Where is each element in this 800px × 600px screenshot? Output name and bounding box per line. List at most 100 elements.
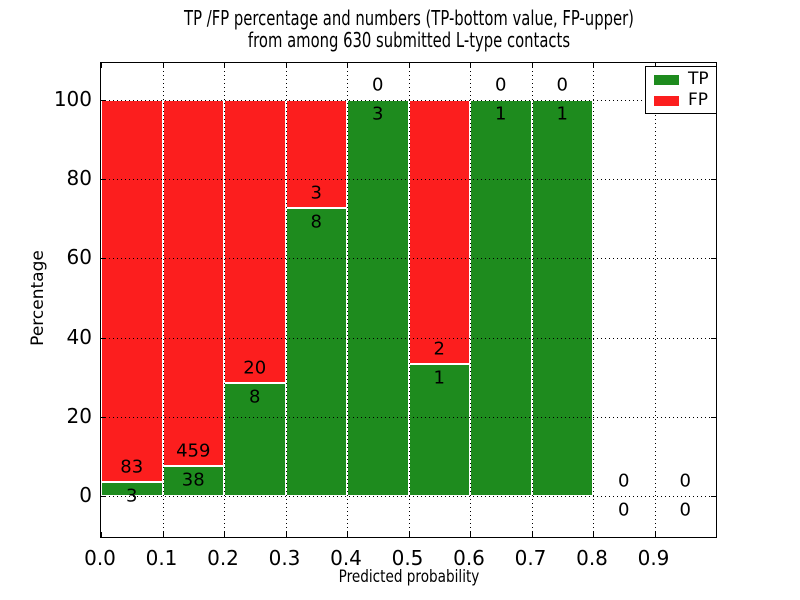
x-gridline-0.9	[654, 63, 656, 537]
legend-entry-fp: FP	[646, 92, 716, 109]
chart-title-line2: from among 630 submitted L-type contacts	[247, 28, 571, 52]
x-gridline-0.4	[347, 63, 348, 537]
y-tick-right-40	[711, 337, 716, 339]
x-tick-bottom-0.6	[470, 532, 471, 537]
legend-entry-tp: TP	[646, 71, 716, 88]
fp-count-label-0.7: 0	[556, 74, 568, 96]
x-tick-bottom-0.2	[224, 532, 225, 537]
x-axis-label: Predicted probability	[338, 567, 480, 587]
y-tick-label-100: 100	[53, 86, 92, 111]
x-tick-top-0.9	[654, 63, 656, 68]
x-tick-top-0.3	[285, 63, 287, 68]
tp-count-label-0.7: 1	[556, 103, 568, 125]
fp-count-label-0.8: 0	[618, 470, 630, 492]
x-tick-bottom-0.3	[285, 532, 287, 537]
y-tick-left-80	[101, 179, 106, 181]
x-tick-label-0.0: 0.0	[84, 546, 116, 570]
legend: TP FP	[645, 66, 717, 114]
tp-count-label-0.1: 38	[181, 469, 205, 491]
x-gridline-0.5	[408, 63, 410, 537]
x-tick-label-0.6: 0.6	[453, 546, 485, 570]
bar-segment-fp-0.5	[408, 99, 470, 365]
y-tick-left-60	[101, 258, 106, 260]
bar-segment-tp-0.2	[224, 382, 286, 497]
x-gridline-0.3	[285, 63, 287, 537]
bar-segment-tp-0.0	[101, 482, 163, 497]
chart-title-line1: TP /FP percentage and numbers (TP-bottom…	[184, 6, 634, 30]
y-tick-label-80: 80	[66, 166, 92, 191]
x-tick-top-0.7	[531, 63, 533, 68]
bar-segment-tp-0.3	[285, 207, 347, 497]
tp-count-label-0.6: 1	[495, 103, 507, 125]
tp-count-label-0.4: 3	[372, 103, 384, 125]
y-tick-label-20: 20	[66, 403, 92, 428]
x-gridline-0.6	[470, 63, 471, 537]
fp-count-label-0.1: 459	[176, 440, 211, 462]
y-tick-right-80	[711, 179, 716, 181]
tp-count-label-0.3: 8	[310, 211, 322, 233]
bar-segment-fp-0.2	[224, 99, 286, 383]
fp-count-label-0.6: 0	[495, 74, 507, 96]
x-tick-label-0.7: 0.7	[514, 546, 547, 570]
tp-count-label-0.8: 0	[618, 499, 630, 521]
y-tick-left-0	[101, 496, 106, 498]
x-tick-bottom-0.4	[347, 532, 348, 537]
x-tick-top-0.8	[593, 63, 594, 68]
x-tick-bottom-0.7	[531, 532, 533, 537]
bar-segment-tp-0.1	[162, 465, 224, 497]
x-gridline-0.8	[593, 63, 594, 537]
y-tick-label-0: 0	[79, 483, 92, 508]
tp-count-label-0.2: 8	[249, 386, 261, 408]
y-tick-right-60	[711, 258, 716, 260]
fp-count-label-0.4: 0	[372, 74, 384, 96]
y-tick-left-20	[101, 416, 106, 418]
y-tick-label-60: 60	[66, 245, 92, 270]
y-tick-left-40	[101, 337, 106, 339]
legend-label-tp: TP	[688, 69, 709, 89]
bar-segment-tp-0.6	[470, 99, 532, 497]
y-tick-left-100	[101, 99, 106, 101]
tp-count-label-0.0: 3	[126, 485, 138, 507]
y-tick-label-40: 40	[66, 324, 92, 349]
fp-count-label-0.0: 83	[120, 456, 144, 478]
x-tick-top-0.5	[408, 63, 410, 68]
fp-count-label-0.3: 3	[310, 182, 322, 204]
legend-swatch-tp	[654, 74, 679, 85]
bar-segment-tp-0.7	[531, 99, 593, 497]
legend-label-fp: FP	[688, 90, 709, 110]
y-tick-right-0	[711, 496, 716, 498]
x-tick-label-0.5: 0.5	[391, 546, 424, 570]
bar-segment-fp-0.3	[285, 99, 347, 208]
bar-segment-fp-0.0	[101, 99, 163, 483]
x-tick-bottom-0.8	[593, 532, 594, 537]
chart-title: TP /FP percentage and numbers (TP-bottom…	[100, 7, 718, 51]
bar-segment-fp-0.1	[162, 99, 224, 466]
x-tick-label-0.1: 0.1	[145, 546, 178, 570]
x-tick-top-0.2	[224, 63, 225, 68]
x-tick-bottom-0.0	[101, 532, 102, 537]
x-tick-top-0.6	[470, 63, 471, 68]
tp-count-label-0.9: 0	[679, 499, 691, 521]
x-tick-bottom-0.1	[162, 532, 164, 537]
x-tick-label-0.8: 0.8	[576, 546, 608, 570]
fp-count-label-0.5: 2	[433, 338, 445, 360]
y-tick-right-20	[711, 416, 716, 418]
x-tick-bottom-0.9	[654, 532, 656, 537]
x-tick-label-0.3: 0.3	[268, 546, 301, 570]
x-tick-top-0.1	[162, 63, 164, 68]
x-tick-label-0.9: 0.9	[637, 546, 670, 570]
fp-count-label-0.2: 20	[243, 357, 267, 379]
x-gridline-0.1	[162, 63, 164, 537]
legend-swatch-fp	[654, 95, 679, 106]
tp-count-label-0.5: 1	[433, 367, 445, 389]
x-gridline-0.2	[224, 63, 225, 537]
fp-count-label-0.9: 0	[679, 470, 691, 492]
x-tick-top-0.4	[347, 63, 348, 68]
x-tick-top-0.0	[101, 63, 102, 68]
x-tick-label-0.4: 0.4	[330, 546, 362, 570]
plot-area: TP FP 83 3 459 38 20 8 3 8 0 3 2 1 0 1 0 1 0 0 0 0	[100, 62, 717, 538]
bar-segment-tp-0.4	[347, 99, 409, 497]
x-tick-bottom-0.5	[408, 532, 410, 537]
x-gridline-0.7	[531, 63, 533, 537]
